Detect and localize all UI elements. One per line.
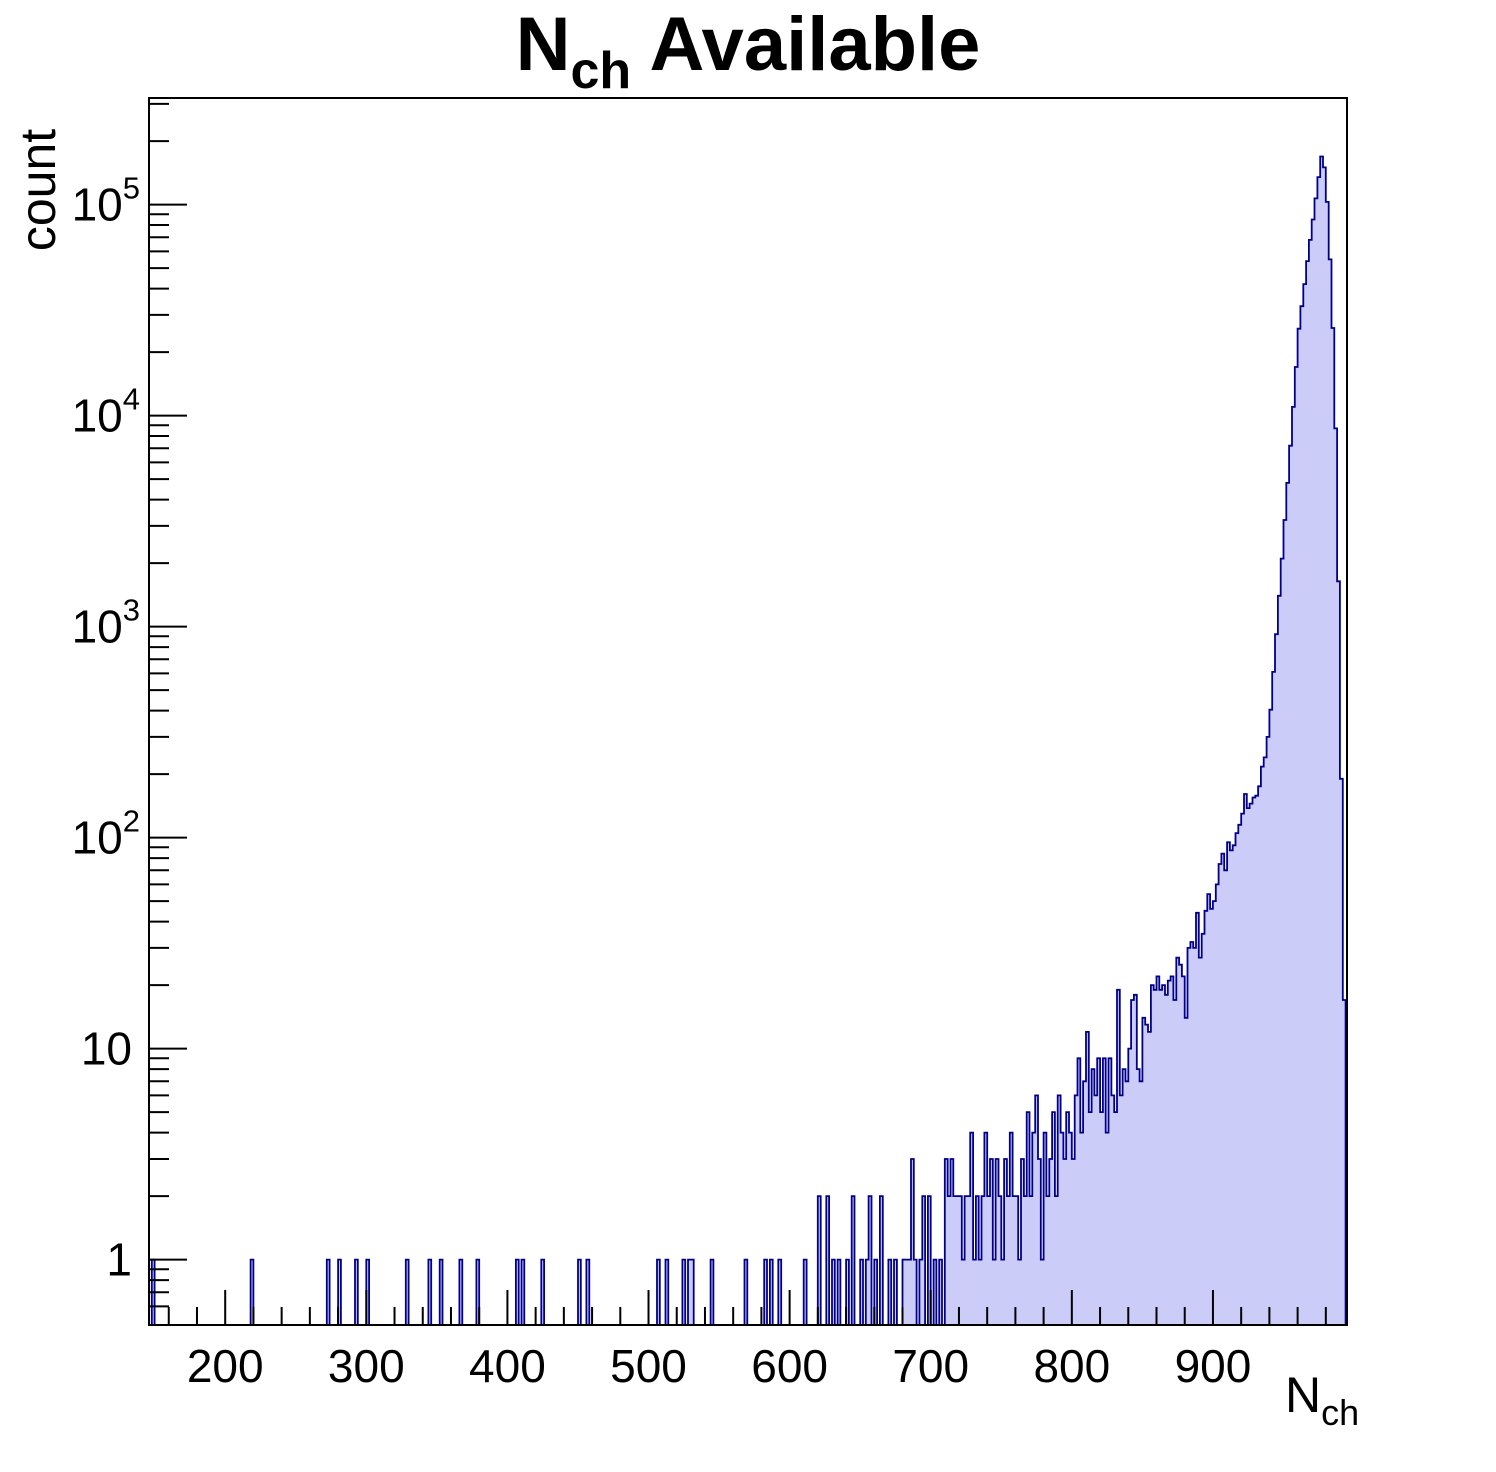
histogram-series	[149, 155, 1347, 1326]
x-tick-label: 800	[1033, 1340, 1110, 1392]
x-axis-title-main: N	[1285, 1367, 1321, 1423]
chart-title-subscript: ch	[571, 42, 632, 100]
x-tick-label: 900	[1175, 1340, 1252, 1392]
x-axis: 200 300 400 500 600 700 800 900	[167, 1290, 1327, 1392]
chart-title-main: N	[516, 2, 571, 87]
x-tick-label: 300	[328, 1340, 405, 1392]
x-tick-label: 600	[751, 1340, 828, 1392]
y-axis-title: count	[10, 129, 66, 251]
chart-title: Nch Available	[516, 2, 981, 100]
y-axis: 1 10 102 103 104 105	[72, 102, 187, 1308]
y-tick-label: 105	[72, 171, 140, 231]
x-axis-title-subscript: ch	[1321, 1392, 1359, 1433]
chart-title-rest: Available	[631, 2, 980, 87]
y-tick-label: 104	[72, 382, 140, 442]
x-axis-title: Nch	[1285, 1367, 1359, 1433]
y-tick-label: 10	[81, 1023, 132, 1075]
y-tick-label: 103	[72, 593, 140, 653]
y-tick-label: 1	[106, 1234, 132, 1286]
x-tick-label: 500	[610, 1340, 687, 1392]
x-tick-label: 200	[187, 1340, 264, 1392]
y-tick-label: 102	[72, 804, 140, 864]
x-tick-label: 700	[892, 1340, 969, 1392]
x-tick-label: 400	[469, 1340, 546, 1392]
